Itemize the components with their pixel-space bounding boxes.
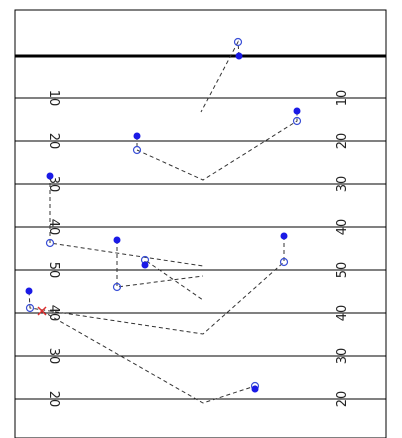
route-path — [28, 236, 285, 335]
end-marker-filled — [251, 385, 259, 393]
yard-label-right: 40 — [335, 219, 350, 236]
x-marker-stroke — [37, 306, 47, 316]
route-path — [136, 111, 298, 181]
yard-label-right: 20 — [335, 133, 350, 150]
start-marker-open — [233, 37, 243, 47]
yard-labels-right: 10 20 30 40 50 40 30 20 — [335, 90, 350, 408]
yard-label-right: 10 — [335, 90, 350, 107]
end-marker-filled — [141, 261, 149, 269]
end-marker-filled — [113, 236, 121, 244]
player-paths — [28, 40, 298, 404]
yard-labels-left: 10 20 30 40 50 40 30 20 — [46, 90, 61, 408]
yard-lines — [15, 97, 386, 400]
route-path — [49, 176, 204, 267]
end-marker-filled — [293, 107, 301, 115]
yard-label-left: 40 — [46, 305, 61, 322]
end-marker-filled — [235, 52, 243, 60]
yard-label-right: 50 — [335, 262, 350, 279]
route-path — [116, 240, 204, 288]
start-marker-open — [279, 257, 289, 267]
end-marker-filled — [25, 287, 33, 295]
route-path — [41, 310, 256, 404]
yard-label-left: 10 — [46, 90, 61, 107]
end-marker-filled — [46, 172, 54, 180]
yard-label-left: 20 — [46, 391, 61, 408]
player-end-markers — [25, 52, 301, 393]
end-marker-filled — [133, 132, 141, 140]
start-marker-open — [112, 282, 122, 292]
start-marker-open — [132, 145, 142, 155]
yard-label-right: 30 — [335, 348, 350, 365]
start-marker-open — [25, 303, 35, 313]
player-start-markers — [25, 37, 302, 391]
yard-label-right: 40 — [335, 305, 350, 322]
field-border — [14, 9, 387, 438]
yard-label-left: 20 — [46, 133, 61, 150]
x-marker-icon — [37, 306, 47, 316]
end-marker-filled — [280, 232, 288, 240]
yard-label-left: 50 — [46, 262, 61, 279]
start-marker-open — [45, 238, 55, 248]
route-path — [144, 259, 204, 301]
start-marker-open — [292, 116, 302, 126]
yard-label-right: 20 — [335, 391, 350, 408]
route-path — [200, 40, 240, 113]
yard-label-left: 30 — [46, 348, 61, 365]
yard-label-left: 40 — [46, 219, 61, 236]
yard-label-right: 30 — [335, 176, 350, 193]
